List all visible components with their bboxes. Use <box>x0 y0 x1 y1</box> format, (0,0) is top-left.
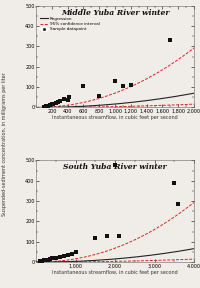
Point <box>62 97 65 102</box>
Point <box>50 102 53 107</box>
Point <box>66 98 69 103</box>
Point <box>129 83 132 87</box>
Point <box>54 101 57 106</box>
Point <box>50 256 53 261</box>
Point <box>68 95 71 100</box>
Point <box>169 38 172 43</box>
Point <box>177 202 180 206</box>
Point <box>106 233 109 238</box>
X-axis label: Instantaneous streamflow, in cubic feet per second: Instantaneous streamflow, in cubic feet … <box>52 115 178 120</box>
Text: Suspended-sediment concentration, in milligrams per liter: Suspended-sediment concentration, in mil… <box>2 72 7 216</box>
Point <box>62 254 65 258</box>
Point <box>121 84 124 88</box>
Point <box>38 259 42 264</box>
Point <box>82 84 85 88</box>
Point <box>40 259 44 263</box>
Point <box>54 256 57 260</box>
Point <box>173 181 176 185</box>
Point <box>94 235 97 240</box>
Point <box>113 163 117 168</box>
Point <box>58 99 61 104</box>
Text: Middle Yuba River winter: Middle Yuba River winter <box>61 9 169 17</box>
Point <box>46 104 49 108</box>
Point <box>52 101 55 106</box>
Point <box>74 250 77 254</box>
Point <box>98 94 101 98</box>
Point <box>42 258 46 263</box>
Legend: Regression, 95% confidence interval, Sample datapoint: Regression, 95% confidence interval, Sam… <box>40 16 100 32</box>
Point <box>58 255 61 259</box>
Point <box>48 103 51 108</box>
Point <box>42 105 46 109</box>
Point <box>45 104 48 109</box>
Point <box>117 233 121 238</box>
Text: South Yuba River winter: South Yuba River winter <box>63 163 167 171</box>
Point <box>44 258 47 262</box>
Point <box>57 100 60 105</box>
Point <box>70 252 73 257</box>
Point <box>113 79 117 83</box>
Point <box>66 253 69 257</box>
Point <box>48 257 51 261</box>
Point <box>46 257 49 262</box>
X-axis label: Instantaneous streamflow, in cubic feet per second: Instantaneous streamflow, in cubic feet … <box>52 270 178 275</box>
